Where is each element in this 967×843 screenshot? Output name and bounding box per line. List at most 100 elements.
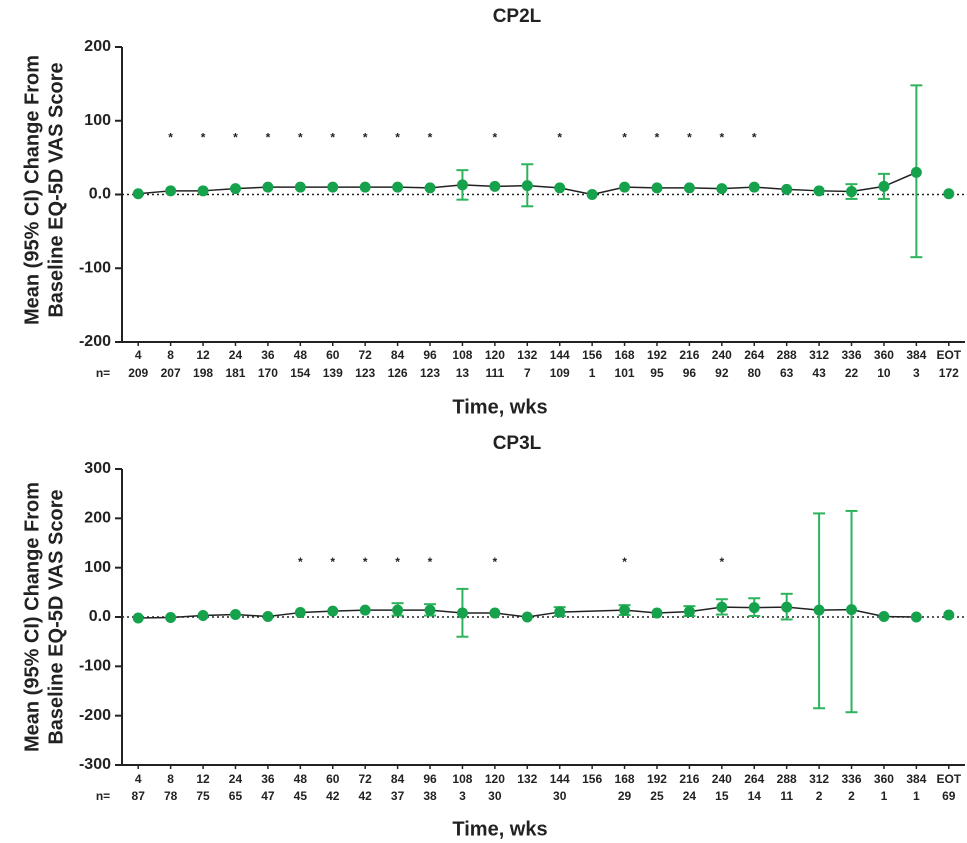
point xyxy=(813,604,825,616)
point xyxy=(619,181,631,193)
n-count: 13 xyxy=(456,366,470,380)
n-count: 11 xyxy=(780,789,793,803)
n-count: 14 xyxy=(748,789,762,803)
n-count: 69 xyxy=(942,789,956,803)
n-count: 181 xyxy=(225,366,245,380)
x-tick-label: 120 xyxy=(485,348,505,362)
n-count: 170 xyxy=(258,366,278,380)
y-tick-label: 100 xyxy=(84,112,111,129)
x-tick-label: 12 xyxy=(196,348,210,362)
significance-marker: * xyxy=(493,131,498,145)
point xyxy=(878,180,890,192)
significance-marker: * xyxy=(363,555,368,569)
n-count: 111 xyxy=(486,366,505,380)
x-tick-label: 264 xyxy=(744,348,764,362)
significance-marker: * xyxy=(557,131,562,145)
x-tick-label: 168 xyxy=(615,772,635,786)
point xyxy=(716,601,728,613)
line-segment xyxy=(559,609,625,613)
point xyxy=(878,611,890,623)
point xyxy=(165,185,177,197)
x-tick-label: 24 xyxy=(229,772,243,786)
x-tick-label: 60 xyxy=(326,772,340,786)
x-tick-label: 360 xyxy=(874,348,894,362)
point xyxy=(456,607,468,619)
panel: CP2L Mean (95% CI) Change From Baseline EQ… xyxy=(21,6,965,418)
x-tick-label: 72 xyxy=(358,348,372,362)
x-tick-label: 132 xyxy=(517,772,537,786)
point xyxy=(294,607,306,619)
n-count: 65 xyxy=(229,789,243,803)
n-count: 154 xyxy=(290,366,310,380)
significance-marker: * xyxy=(395,131,400,145)
x-axis-label: Time, wks xyxy=(452,818,547,840)
panel-title: CP3L xyxy=(493,433,542,454)
point xyxy=(781,183,793,195)
significance-marker: * xyxy=(428,131,433,145)
point xyxy=(910,611,922,623)
line-segment xyxy=(851,608,885,618)
y-tick-label: -300 xyxy=(79,756,111,773)
significance-marker: * xyxy=(719,555,724,569)
point xyxy=(651,607,663,619)
significance-marker: * xyxy=(395,555,400,569)
x-tick-label: 264 xyxy=(744,772,764,786)
n-count: 87 xyxy=(132,789,146,803)
point xyxy=(327,181,339,193)
n-count: 92 xyxy=(715,366,729,380)
x-tick-label: 240 xyxy=(712,772,732,786)
x-tick-label: 84 xyxy=(391,348,405,362)
panel: CP3L Mean (95% CI) Change From Baseline EQ… xyxy=(21,433,965,840)
n-count: 15 xyxy=(715,789,729,803)
x-tick-label: 336 xyxy=(842,772,862,786)
x-tick-label: 60 xyxy=(326,348,340,362)
y-tick-label: 200 xyxy=(84,38,111,55)
n-count: 30 xyxy=(488,789,502,803)
point xyxy=(943,609,955,621)
point xyxy=(683,606,695,618)
x-tick-label: 36 xyxy=(261,348,275,362)
significance-marker: * xyxy=(493,555,498,569)
point xyxy=(521,611,533,623)
x-tick-label: 240 xyxy=(712,348,732,362)
x-tick-label: 360 xyxy=(874,772,894,786)
significance-marker: * xyxy=(752,131,757,145)
n-count: 80 xyxy=(748,366,762,380)
x-tick-label: 132 xyxy=(517,348,537,362)
n-count: 7 xyxy=(524,366,531,380)
x-tick-label: 156 xyxy=(582,348,602,362)
point xyxy=(424,182,436,194)
x-tick-label: EOT xyxy=(936,772,961,786)
point xyxy=(651,182,663,194)
x-tick-label: 384 xyxy=(906,772,926,786)
n-count: 24 xyxy=(683,789,697,803)
n-count: 30 xyxy=(553,789,567,803)
significance-marker: * xyxy=(298,131,303,145)
point xyxy=(813,185,825,197)
y-tick-label: 300 xyxy=(84,460,111,477)
x-tick-label: 4 xyxy=(135,348,142,362)
n-count: 101 xyxy=(615,366,635,380)
point xyxy=(229,183,241,195)
point xyxy=(197,610,209,622)
point xyxy=(165,611,177,623)
significance-marker: * xyxy=(363,131,368,145)
significance-marker: * xyxy=(330,555,335,569)
line-segment xyxy=(883,171,917,188)
x-tick-label: 72 xyxy=(358,772,372,786)
n-count: 42 xyxy=(326,789,340,803)
x-tick-label: 312 xyxy=(809,772,829,786)
significance-marker: * xyxy=(266,131,271,145)
point xyxy=(586,189,598,200)
y-tick-label: 0.0 xyxy=(89,186,111,203)
x-tick-label: 108 xyxy=(452,348,472,362)
n-count: 209 xyxy=(128,366,148,380)
y-tick-label: -200 xyxy=(79,707,111,724)
n-count: 42 xyxy=(358,789,372,803)
x-tick-label: 192 xyxy=(647,348,667,362)
y-axis-label: Baseline EQ-5D VAS Score xyxy=(45,489,67,744)
n-count: 123 xyxy=(355,366,375,380)
significance-marker: * xyxy=(330,131,335,145)
n-count: 75 xyxy=(196,789,210,803)
